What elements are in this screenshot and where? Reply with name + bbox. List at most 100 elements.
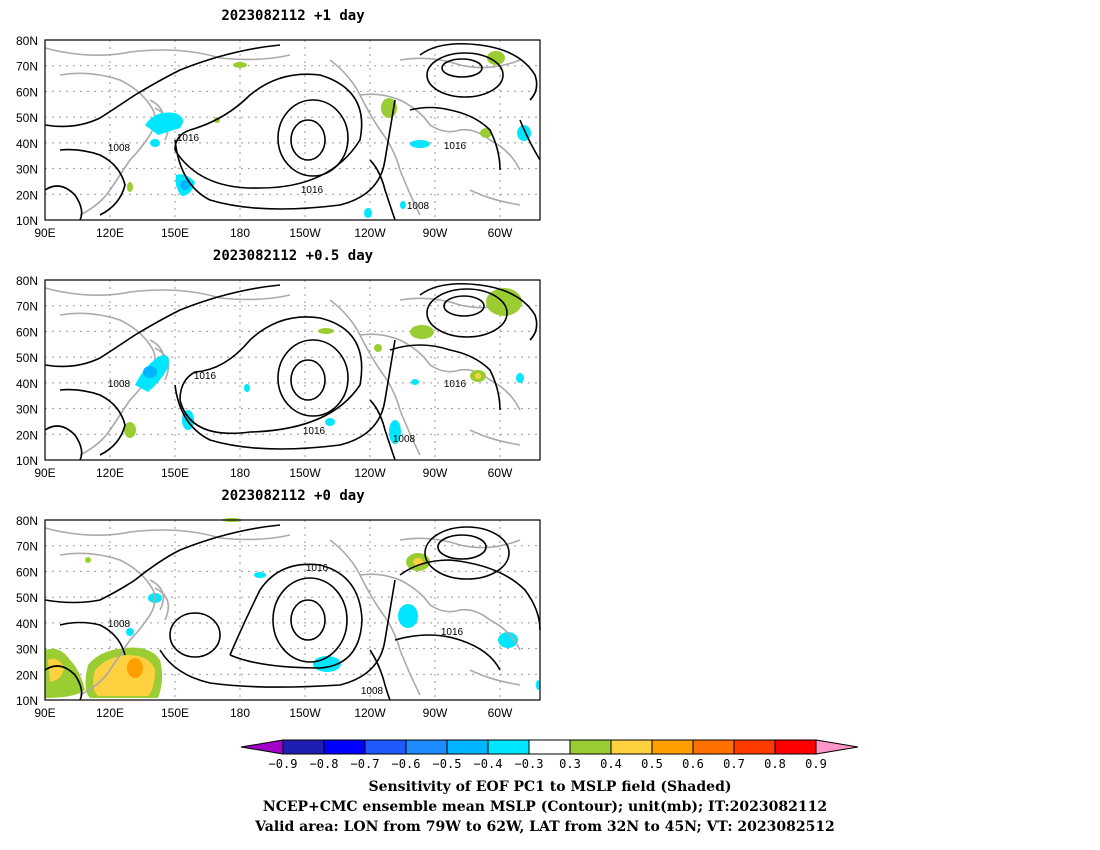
lon-tick: 90E <box>34 226 55 240</box>
colorbar-label: 0.7 <box>723 757 745 771</box>
lon-tick: 60W <box>488 466 513 480</box>
colorbar-label: −0.8 <box>310 757 339 771</box>
lon-tick: 120W <box>354 466 386 480</box>
axis-ticks: 80N 70N 60N 50N 40N 30N 20N 10N 90E 120E… <box>16 274 513 480</box>
lon-tick: 120W <box>354 706 386 720</box>
lat-tick: 50N <box>16 111 38 125</box>
lon-tick: 150W <box>289 466 321 480</box>
axis-ticks: 80N 70N 60N 50N 40N 30N 20N 10N 90E 120E… <box>16 34 513 240</box>
colorbar-label: 0.6 <box>682 757 704 771</box>
lat-tick: 60N <box>16 565 38 579</box>
axis-ticks: 80N 70N 60N 50N 40N 30N 20N 10N 90E 120E… <box>16 514 513 720</box>
colorbar-label: 0.8 <box>764 757 786 771</box>
lon-tick: 90W <box>423 466 448 480</box>
lat-tick: 80N <box>16 274 38 288</box>
colorbar-box <box>651 739 694 755</box>
caption-line-1: Sensitivity of EOF PC1 to MSLP field (Sh… <box>368 779 731 795</box>
lat-tick: 70N <box>16 60 38 74</box>
lat-tick: 20N <box>16 428 38 442</box>
lon-tick: 150W <box>289 706 321 720</box>
colorbar-box <box>282 739 325 755</box>
caption-line-3: Valid area: LON from 79W to 62W, LAT fro… <box>254 819 835 835</box>
lat-tick: 40N <box>16 137 38 151</box>
contour-label: 1016 <box>303 426 326 437</box>
colorbar-box <box>528 739 571 755</box>
colorbar-label: −0.6 <box>392 757 421 771</box>
colorbar-box <box>405 739 448 755</box>
contour-label: 1016 <box>441 627 464 638</box>
lon-tick: 120E <box>96 466 124 480</box>
contour-label: 1008 <box>108 619 131 630</box>
colorbar-label: −0.5 <box>433 757 462 771</box>
contour-label: 1008 <box>108 143 131 154</box>
colorbar-arrow-left <box>240 739 284 755</box>
lon-tick: 150E <box>161 706 189 720</box>
contour-label: 1008 <box>407 201 430 212</box>
colorbar-label: −0.4 <box>474 757 503 771</box>
colorbar-arrow-right <box>815 739 859 755</box>
panel-title: 2023082112 +1 day <box>221 8 365 24</box>
colorbar-box <box>733 739 776 755</box>
sensitivity-shading <box>127 51 531 218</box>
colorbar-label: 0.5 <box>641 757 663 771</box>
lon-tick: 150W <box>289 226 321 240</box>
mslp-contours <box>44 42 541 221</box>
lon-tick: 150E <box>161 466 189 480</box>
contour-label: 1016 <box>194 371 217 382</box>
colorbar-box <box>692 739 735 755</box>
lat-tick: 50N <box>16 591 38 605</box>
contour-label: 1016 <box>444 379 467 390</box>
lat-tick: 40N <box>16 617 38 631</box>
colorbar-label: −0.7 <box>351 757 380 771</box>
colorbar-box <box>610 739 653 755</box>
lon-tick: 120E <box>96 226 124 240</box>
colorbar-box <box>364 739 407 755</box>
map-frame <box>44 39 541 221</box>
lon-tick: 90W <box>423 706 448 720</box>
colorbar: −0.9 −0.8 −0.7 −0.6 −0.5 −0.4 −0.3 0.3 0.4 0.5 0.6… <box>240 739 859 771</box>
lat-tick: 10N <box>16 454 38 468</box>
contour-label: 1016 <box>177 133 200 144</box>
caption: Sensitivity of EOF PC1 to MSLP field (Sh… <box>254 779 835 835</box>
contour-label: 1008 <box>361 686 384 697</box>
colorbar-box <box>774 739 817 755</box>
lat-tick: 20N <box>16 188 38 202</box>
lon-tick: 90W <box>423 226 448 240</box>
coastlines <box>44 527 521 696</box>
lat-tick: 10N <box>16 694 38 708</box>
lat-tick: 30N <box>16 163 38 177</box>
lat-tick: 80N <box>16 514 38 528</box>
lon-tick: 90E <box>34 466 55 480</box>
colorbar-label: 0.4 <box>600 757 622 771</box>
contour-label: 1016 <box>306 563 329 574</box>
lon-tick: 180 <box>230 706 250 720</box>
lon-tick: 90E <box>34 706 55 720</box>
colorbar-label: 0.9 <box>805 757 827 771</box>
map-frame <box>44 519 541 701</box>
lat-tick: 40N <box>16 377 38 391</box>
contour-label: 1016 <box>444 141 467 152</box>
mslp-contours <box>44 282 538 461</box>
lat-tick: 50N <box>16 351 38 365</box>
colorbar-box <box>446 739 489 755</box>
panel-plus-1-day: 2023082112 +1 day <box>16 8 541 240</box>
colorbar-box <box>569 739 612 755</box>
colorbar-box <box>487 739 530 755</box>
contour-label: 1016 <box>301 185 324 196</box>
lat-tick: 60N <box>16 325 38 339</box>
contour-label: 1008 <box>108 379 131 390</box>
gridlines <box>45 520 540 700</box>
panel-title: 2023082112 +0.5 day <box>213 248 374 264</box>
lat-tick: 60N <box>16 85 38 99</box>
coastlines <box>44 47 521 216</box>
colorbar-label: 0.3 <box>559 757 581 771</box>
contour-label: 1008 <box>393 434 416 445</box>
lat-tick: 20N <box>16 668 38 682</box>
lat-tick: 80N <box>16 34 38 48</box>
lon-tick: 120W <box>354 226 386 240</box>
lon-tick: 180 <box>230 226 250 240</box>
colorbar-label: −0.9 <box>269 757 298 771</box>
lat-tick: 70N <box>16 300 38 314</box>
lon-tick: 60W <box>488 226 513 240</box>
lat-tick: 70N <box>16 540 38 554</box>
